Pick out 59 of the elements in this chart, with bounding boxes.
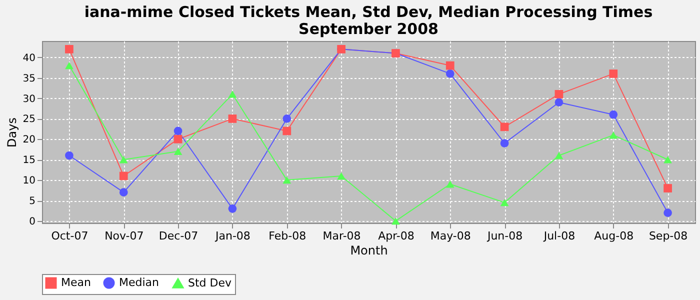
y-tick-label: 5	[29, 196, 36, 208]
point	[446, 61, 454, 70]
point	[609, 70, 618, 78]
point	[119, 156, 128, 164]
point	[65, 44, 74, 54]
point	[664, 156, 672, 164]
x-tick-label: Feb-08	[268, 230, 306, 242]
point	[174, 126, 182, 136]
x-tick-label: Jan-08	[214, 230, 250, 242]
x-tick-label: Apr-08	[378, 230, 414, 242]
point	[446, 70, 454, 78]
point	[500, 198, 509, 206]
point	[228, 114, 237, 123]
y-tick-label: 30	[22, 94, 36, 105]
point	[228, 204, 237, 213]
x-tick-label: Jul-08	[542, 230, 576, 242]
x-tick-label: Aug-08	[594, 230, 634, 242]
y-tick-label: 25	[22, 114, 36, 126]
point	[609, 110, 618, 119]
legend-label: Std Dev	[188, 276, 232, 290]
point	[554, 98, 564, 107]
x-tick-label: Jun-08	[486, 230, 523, 242]
x-tick-label: Oct-07	[51, 230, 88, 242]
point	[65, 62, 74, 70]
point	[392, 217, 400, 225]
point	[446, 180, 454, 188]
legend-label: Mean	[61, 276, 91, 289]
x-tick-label: May-08	[430, 230, 471, 242]
point	[174, 134, 182, 144]
y-tick-label: 10	[22, 176, 36, 187]
point	[65, 151, 74, 160]
chart-title: iana-mime Closed Tickets Mean, Std Dev, Median Processing Times September 2008	[84, 3, 653, 38]
x-tick-label: Dec-07	[158, 230, 198, 242]
point	[554, 152, 564, 160]
y-tick-label: 20	[22, 134, 36, 146]
y-tick-label: 15	[22, 155, 36, 166]
point	[664, 208, 672, 217]
point	[119, 188, 128, 196]
point	[664, 184, 672, 192]
point	[282, 114, 292, 123]
point	[119, 172, 128, 180]
x-tick-label: Mar-08	[322, 230, 361, 242]
y-axis-title: Days	[4, 118, 19, 148]
point	[500, 122, 509, 132]
x-tick-label: Nov-07	[104, 230, 144, 242]
point	[554, 90, 564, 98]
x-axis-title: Month	[350, 244, 388, 258]
point	[500, 139, 509, 148]
y-tick-label: 35	[22, 73, 36, 84]
point	[337, 172, 346, 180]
point	[228, 90, 237, 98]
point	[282, 176, 292, 184]
y-tick-label: 40	[22, 52, 36, 64]
point	[609, 131, 618, 139]
legend-label: Median	[119, 276, 160, 289]
point	[282, 126, 292, 136]
x-tick-label: Sep-08	[648, 230, 688, 242]
point	[174, 148, 182, 156]
y-tick-label: 0	[29, 216, 36, 228]
